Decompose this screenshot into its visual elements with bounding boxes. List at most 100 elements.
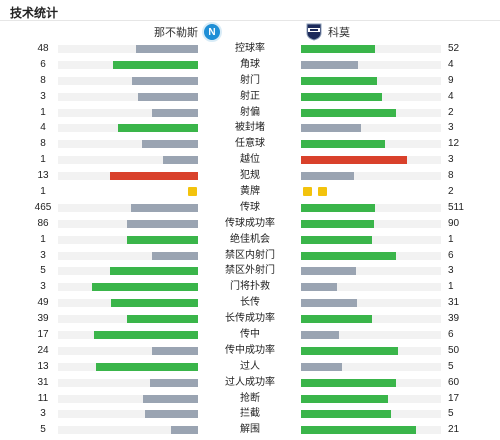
home-bar-track xyxy=(58,156,198,165)
stat-label: 任意球 xyxy=(235,138,265,150)
stat-label: 禁区外射门 xyxy=(225,265,275,277)
stat-label: 抢断 xyxy=(240,392,260,404)
away-bar-track xyxy=(301,346,441,355)
home-bar xyxy=(163,156,198,165)
home-bar xyxy=(126,235,198,244)
away-bar-track xyxy=(301,394,441,403)
home-value: 86 xyxy=(37,217,49,229)
home-bar-track xyxy=(58,140,198,149)
stat-row: 1 黄牌 2 xyxy=(0,184,500,200)
away-bar-track xyxy=(301,45,441,53)
away-bar xyxy=(301,219,374,228)
home-bar xyxy=(143,394,198,403)
away-bar xyxy=(301,124,362,133)
home-bar xyxy=(91,283,198,292)
home-bar-track xyxy=(58,410,198,419)
away-value: 90 xyxy=(448,217,460,229)
como-badge-icon xyxy=(304,23,324,41)
home-value: 8 xyxy=(40,138,46,150)
home-value: 5 xyxy=(40,424,46,436)
home-team[interactable]: 那不勒斯 N xyxy=(150,22,222,42)
away-value: 3 xyxy=(448,154,454,166)
away-bar xyxy=(301,267,356,276)
home-bar-track xyxy=(58,92,198,101)
away-value: 2 xyxy=(448,186,454,198)
home-value: 48 xyxy=(37,43,49,54)
stat-label: 黄牌 xyxy=(240,186,260,198)
away-value: 4 xyxy=(448,58,454,70)
home-value: 3 xyxy=(40,249,46,261)
away-bar-track xyxy=(301,203,441,212)
away-team[interactable]: 科莫 xyxy=(304,23,354,41)
stat-label: 传球成功率 xyxy=(225,217,275,229)
home-bar xyxy=(171,426,198,435)
home-bar xyxy=(95,362,198,371)
stat-row: 465 传球 511 xyxy=(0,200,500,216)
away-bar xyxy=(301,251,397,260)
away-bar-track xyxy=(301,235,441,244)
home-bar-track xyxy=(58,394,198,403)
away-bar-track xyxy=(301,283,441,292)
stat-label: 控球率 xyxy=(235,43,265,54)
home-bar xyxy=(126,219,198,228)
away-value: 3 xyxy=(448,265,454,277)
stat-row: 48 控球率 52 xyxy=(0,41,500,57)
home-value: 31 xyxy=(37,376,49,388)
home-bar xyxy=(151,108,198,117)
home-value: 1 xyxy=(40,233,46,245)
stat-row: 1 绝佳机会 1 xyxy=(0,232,500,248)
away-value: 1 xyxy=(448,233,454,245)
home-bar-track xyxy=(58,235,198,244)
stat-label: 过人成功率 xyxy=(225,376,275,388)
home-bar xyxy=(130,203,198,212)
stat-label: 传中 xyxy=(240,329,260,341)
away-bar-track xyxy=(301,140,441,149)
home-bar-track xyxy=(58,331,198,340)
away-value: 12 xyxy=(448,138,460,150)
home-bar xyxy=(112,60,198,69)
home-value: 1 xyxy=(40,186,46,198)
away-bar-track xyxy=(301,378,441,387)
away-bar xyxy=(301,331,339,340)
home-bar-track xyxy=(58,426,198,435)
away-bar xyxy=(301,299,357,308)
away-value: 4 xyxy=(448,90,454,102)
stat-row: 17 传中 6 xyxy=(0,327,500,343)
away-bar xyxy=(301,203,376,212)
away-bar-track xyxy=(301,60,441,69)
home-bar-track xyxy=(58,219,198,228)
away-value: 511 xyxy=(448,201,464,213)
away-bar xyxy=(301,172,355,181)
stat-label: 传球 xyxy=(240,201,260,213)
home-value: 1 xyxy=(40,154,46,166)
away-bar-track xyxy=(301,124,441,133)
away-bar-track xyxy=(301,172,441,181)
away-bar-track xyxy=(301,315,441,324)
away-bar xyxy=(301,346,398,355)
stat-label: 犯规 xyxy=(240,170,260,182)
stat-label: 长传成功率 xyxy=(225,313,275,325)
away-value: 6 xyxy=(448,249,454,261)
page-title: 技术统计 xyxy=(10,6,59,20)
stat-row: 13 犯规 8 xyxy=(0,168,500,184)
home-bar xyxy=(126,315,198,324)
home-bar xyxy=(136,45,198,53)
home-bar xyxy=(109,172,198,181)
home-bar-track xyxy=(58,172,198,181)
stat-row: 13 过人 5 xyxy=(0,359,500,375)
away-bar xyxy=(301,410,391,419)
title-divider xyxy=(0,20,500,21)
home-bar-track xyxy=(58,45,198,53)
away-bar xyxy=(301,378,397,387)
away-value: 9 xyxy=(448,74,454,86)
home-value: 5 xyxy=(40,265,46,277)
away-bar xyxy=(301,108,397,117)
away-value: 2 xyxy=(448,106,454,118)
stat-label: 被封堵 xyxy=(235,122,265,134)
away-team-name: 科莫 xyxy=(328,27,350,39)
stat-row: 1 射偏 2 xyxy=(0,105,500,121)
stat-label: 长传 xyxy=(240,297,260,309)
stats-table: 48 控球率 52 6 角球 4 8 射门 9 3 射正 4 1 射偏 2 4 被封堵 3 8 任意球 12 1 越位 3 13… xyxy=(0,41,500,438)
home-bar xyxy=(111,299,198,308)
home-value: 3 xyxy=(40,408,46,420)
